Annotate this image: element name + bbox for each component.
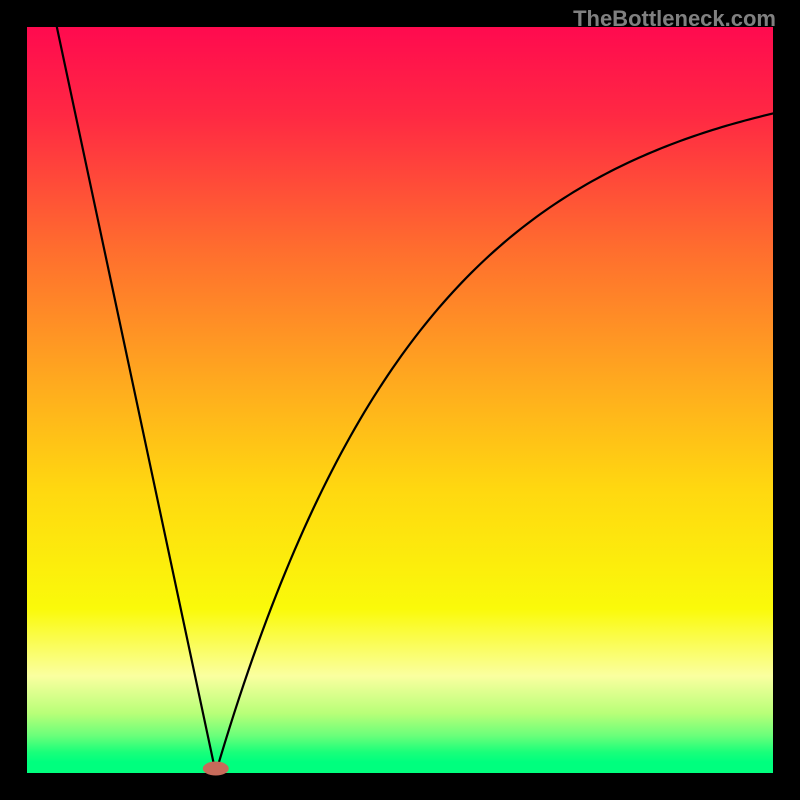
chart-container: { "watermark": { "text": "TheBottleneck.… <box>0 0 800 800</box>
watermark-text: TheBottleneck.com <box>573 6 776 32</box>
min-marker <box>203 762 229 776</box>
plot-background <box>27 27 773 773</box>
bottleneck-chart <box>0 0 800 800</box>
